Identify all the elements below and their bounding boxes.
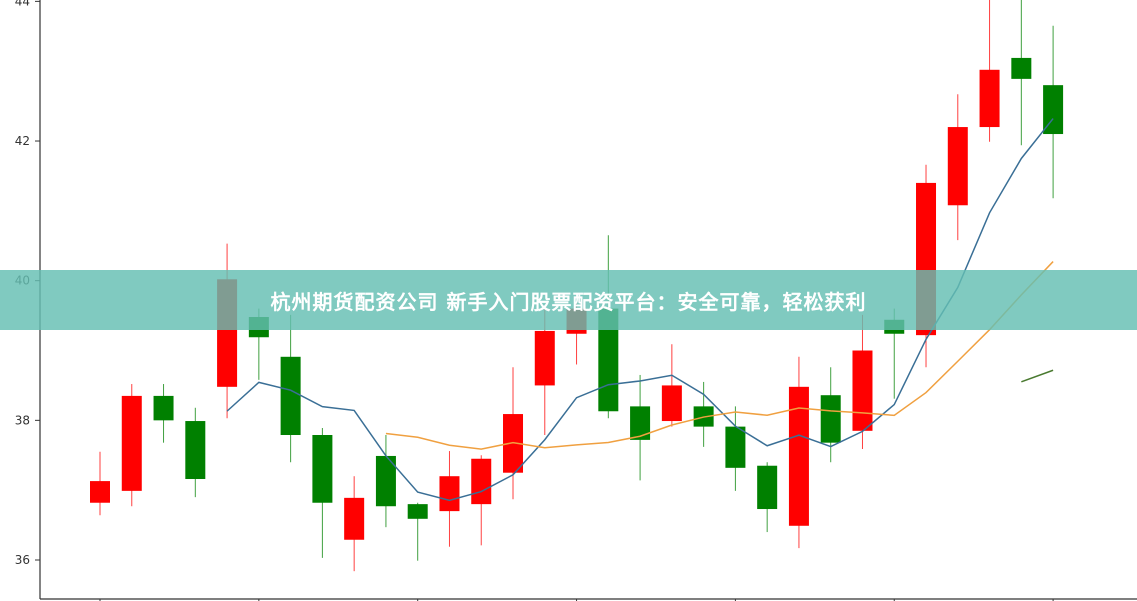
candle-up [661, 385, 682, 422]
candle-up [344, 497, 365, 540]
y-tick-label: 42 [15, 134, 30, 148]
y-tick-label: 38 [15, 413, 30, 427]
candle-down [598, 308, 619, 412]
moving-average-lines [226, 118, 1054, 502]
candle-up [471, 458, 492, 505]
candle-up [979, 69, 1000, 128]
candle-down [280, 356, 301, 436]
candle-down [153, 395, 174, 421]
candle-up [947, 127, 968, 206]
candle-down [185, 421, 206, 479]
overlay-banner: 杭州期货配资公司 新手入门股票配资平台：安全可靠，轻松获利 [0, 270, 1137, 330]
candle-up [503, 414, 524, 473]
candle-down [375, 455, 396, 507]
candle-up [534, 330, 555, 386]
candle-up [121, 395, 142, 491]
candle-down [407, 504, 428, 519]
candle-down [630, 406, 651, 440]
banner-text: 杭州期货配资公司 新手入门股票配资平台：安全可靠，轻松获利 [270, 289, 867, 314]
candle-down [312, 435, 333, 503]
candle-up [788, 386, 809, 526]
candle-down [1043, 85, 1064, 135]
candle-up [90, 481, 110, 503]
ma-line-10 [385, 261, 1054, 450]
ma-line-30 [1021, 369, 1054, 383]
y-tick-label: 44 [15, 0, 30, 8]
ma-line-5 [226, 118, 1054, 502]
candle-down [725, 426, 746, 468]
candle-up [439, 476, 460, 512]
candle-down [757, 465, 778, 510]
candle-down [820, 395, 841, 443]
candle-up [852, 350, 873, 431]
candle-down [1011, 57, 1032, 79]
y-tick-label: 36 [15, 553, 30, 567]
